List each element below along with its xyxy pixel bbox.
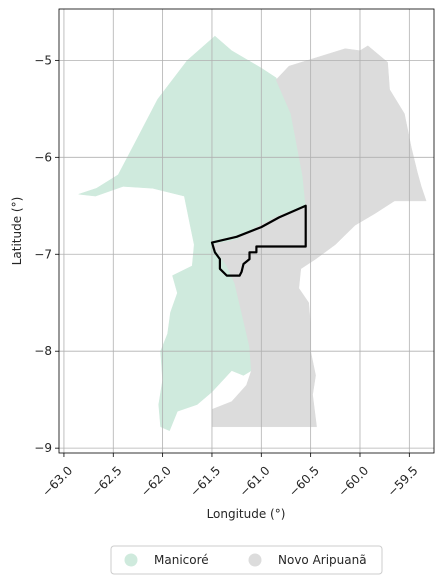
highlight-outline xyxy=(210,204,307,277)
highlight-layer xyxy=(210,204,307,277)
legend: Manicoré Novo Aripuanã xyxy=(110,545,383,575)
region-novo-aripuana xyxy=(211,45,427,428)
y-tick-label: −5 xyxy=(34,53,52,67)
y-tick-label: −9 xyxy=(34,441,52,455)
y-tick-label: −6 xyxy=(34,150,52,164)
grid-layer xyxy=(59,9,434,453)
y-axis-label: Latitude (°) xyxy=(10,197,24,266)
legend-label-manicore: Manicoré xyxy=(154,553,209,567)
y-tick-label: −7 xyxy=(34,247,52,261)
axes-frame xyxy=(58,8,435,454)
plot-area xyxy=(58,8,435,454)
legend-label-novo-aripuana: Novo Aripuanã xyxy=(278,553,367,567)
regions-layer xyxy=(78,35,427,432)
legend-swatch-manicore xyxy=(124,553,138,567)
x-axis-label: Longitude (°) xyxy=(207,507,286,521)
y-tick-label: −8 xyxy=(34,344,52,358)
legend-swatch-novo-aripuana xyxy=(248,553,262,567)
legend-frame xyxy=(110,545,383,575)
